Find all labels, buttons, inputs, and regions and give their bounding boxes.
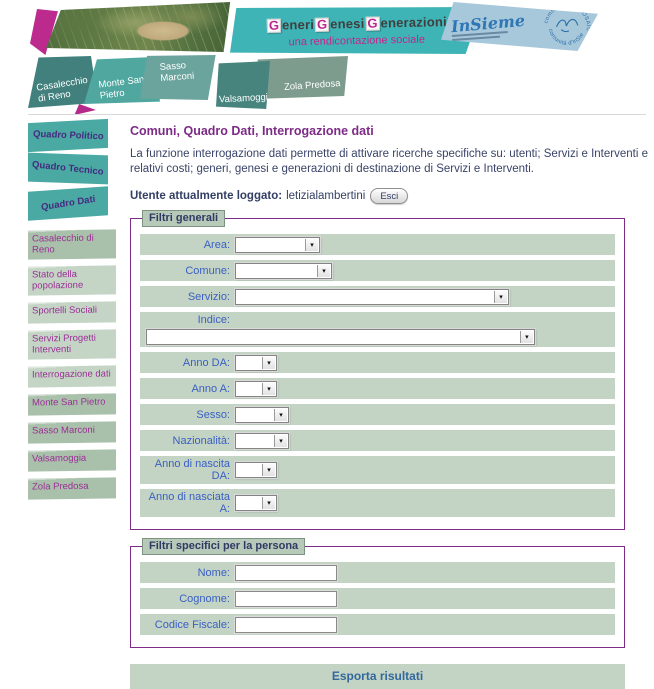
sidebar-quadro-politico[interactable]: Quadro Politico [28,118,108,153]
sidebar-item-valsamoggia[interactable]: Valsamoggia [28,449,116,472]
svg-text:comunità d'InSieme: comunità d'InSieme [536,0,592,50]
anno-di-nascita-da-select[interactable]: ▾ [235,462,277,478]
logged-user-line: Utente attualmente loggato: letizialambe… [130,188,648,204]
cognome-input[interactable] [235,590,337,607]
municipality-tabs: Casalecchio di Reno Monte San Pietro Sasso… [26,54,446,116]
general-filter-row-anno-di-nascita-da: Anno di nascita DA: ▾ [140,456,615,484]
general-filter-row-nazionalit: Nazionalità: ▾ [140,430,615,451]
field-label: Anno DA: [182,356,230,369]
page-title: Comuni, Quadro Dati, Interrogazione dati [130,124,374,138]
title-initial: G [364,15,380,31]
tab-label: Valsamoggia [218,91,274,106]
aerial-photo [46,2,231,52]
sidebar-item-sasso-marconi[interactable]: Sasso Marconi [28,421,116,444]
sidebar-item-zola-predosa[interactable]: Zola Predosa [28,477,116,500]
title-rest: enerazioni [379,13,447,30]
dropdown-arrow-icon: ▾ [305,238,318,251]
person-filter-row-nome: Nome: [140,562,615,583]
dropdown-arrow-icon: ▾ [262,356,275,369]
field-label: Anno A: [191,382,230,395]
field-label: Sesso: [196,408,230,421]
title-rest: enesi [329,15,365,32]
sesso-select[interactable]: ▾ [235,406,289,423]
servizio-select[interactable]: ▾ [235,288,509,305]
nazionalit-select[interactable]: ▾ [235,432,289,449]
anno-a-select[interactable]: ▾ [235,380,277,397]
title-rest: eneri [281,16,314,33]
dropdown-arrow-icon: ▾ [262,382,275,395]
field-label: Anno di nasciata A: [148,491,230,515]
anno-di-nasciata-a-select[interactable]: ▾ [235,495,277,511]
codice-fiscale-input[interactable] [235,616,337,633]
banner-subtitle: una rendicontazione sociale [287,33,425,48]
general-filter-row-anno-a: Anno A: ▾ [140,378,615,399]
sidebar-quadro-label: Quadro Politico [32,128,104,143]
dropdown-arrow-icon: ▾ [494,290,507,303]
field-label: Codice Fiscale: [154,618,230,631]
title-initial: G [266,17,281,33]
svg-text:commissione MOSAICO: commissione MOSAICO [539,0,596,32]
header-divider [28,114,646,115]
general-filter-row-servizio: Servizio: ▾ [140,286,615,307]
sidebar-item-monte-san-pietro[interactable]: Monte San Pietro [28,393,116,416]
main-content: Comuni, Quadro Dati, Interrogazione dati… [130,121,648,689]
indice-select[interactable]: ▾ [146,329,535,345]
sidebar-item-casalecchio-di-reno[interactable]: Casalecchio di Reno [28,229,116,260]
field-label: Anno di nascita DA: [154,458,230,482]
logged-user-name: letizialambertini [286,190,366,202]
field-label: Nazionalità: [172,434,230,447]
mosaico-stamp-icon: commissione MOSAICO comunità d'InSieme [536,0,596,50]
tab-sasso-marconi[interactable]: Sasso Marconi [140,55,216,100]
general-filters-fieldset: Filtri generali Area: ▾ Comune: ▾ Servizio: ▾… [130,210,625,530]
title-initial: G [314,16,329,32]
page-description: La funzione interrogazione dati permette… [130,148,648,175]
general-filter-row-indice: Indice: ▾ [140,312,615,347]
sidebar-quadro-tecnico[interactable]: Quadro Tecnico [28,152,108,185]
field-label: Nome: [197,566,230,579]
field-label: Servizio: [187,290,230,303]
tab-label: Sasso Marconi [159,60,195,84]
field-label: Comune: [185,264,230,277]
person-filters-legend: Filtri specifici per la persona [142,538,306,555]
dropdown-arrow-icon: ▾ [317,264,330,277]
field-label: Cognome: [179,592,230,605]
general-filter-row-anno-da: Anno DA: ▾ [140,352,615,373]
general-filter-row-anno-di-nasciata-a: Anno di nasciata A: ▾ [140,489,615,517]
logout-button[interactable]: Esci [370,188,409,204]
tab-valsamoggia[interactable]: Valsamoggia [216,61,270,109]
sidebar-quadro-label: Quadro Tecnico [31,159,105,178]
sidebar-item-stato-della-popolazione[interactable]: Stato della popolazione [28,265,116,296]
general-filter-row-area: Area: ▾ [140,234,615,255]
dropdown-arrow-icon: ▾ [262,464,275,476]
dropdown-arrow-icon: ▾ [274,408,287,421]
dropdown-arrow-icon: ▾ [519,331,533,343]
sidebar-item-interrogazione-dati[interactable]: Interrogazione dati [28,365,116,388]
anno-da-select[interactable]: ▾ [235,354,277,371]
field-label: Indice: [197,314,230,326]
sidebar: Quadro Politico Quadro Tecnico Quadro Dati… [28,118,120,689]
dropdown-arrow-icon: ▾ [274,434,287,447]
general-filters-legend: Filtri generali [142,210,226,227]
sidebar-item-sportelli-sociali[interactable]: Sportelli Sociali [28,301,116,324]
sidebar-quadro-label: Quadro Dati [40,193,96,214]
logged-user-label: Utente attualmente loggato: [130,190,283,202]
person-filter-row-cognome: Cognome: [140,588,615,609]
tab-label: Zola Predosa [283,78,341,93]
magenta-triangle-shape [74,104,96,115]
field-label: Area: [203,238,230,251]
nome-input[interactable] [235,564,337,581]
sidebar-item-servizi-progetti-interventi[interactable]: Servizi Progetti Interventi [28,329,116,360]
dropdown-arrow-icon: ▾ [262,497,275,509]
person-filters-fieldset: Filtri specifici per la persona Nome: Cog… [130,538,625,648]
sidebar-quadro-dati[interactable]: Quadro Dati [28,186,108,221]
comune-select[interactable]: ▾ [235,262,332,279]
export-results-button[interactable]: Esporta risultati [130,664,625,689]
general-filter-row-sesso: Sesso: ▾ [140,404,615,425]
area-select[interactable]: ▾ [235,236,320,253]
person-filter-row-codice-fiscale: Codice Fiscale: [140,614,615,635]
general-filter-row-comune: Comune: ▾ [140,260,615,281]
